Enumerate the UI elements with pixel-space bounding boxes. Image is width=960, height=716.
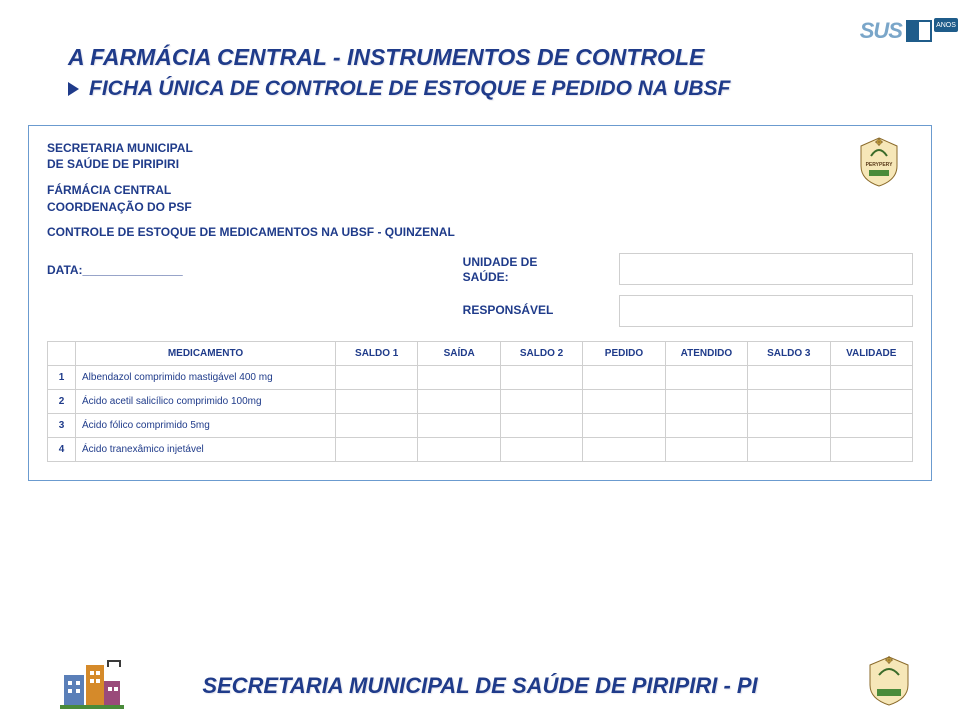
- responsavel-input[interactable]: [619, 295, 913, 327]
- cell-saldo3[interactable]: [748, 365, 830, 389]
- cell-saldo2[interactable]: [500, 389, 582, 413]
- cell-saldo3[interactable]: [748, 437, 830, 461]
- cell-atendido[interactable]: [665, 413, 747, 437]
- buildings-icon: [58, 657, 130, 716]
- col-atendido: ATENDIDO: [665, 341, 747, 365]
- arrow-right-icon: [68, 82, 79, 96]
- farmacia-block: FÁRMÁCIA CENTRAL COORDENAÇÃO DO PSF: [47, 182, 913, 214]
- document-box: PERYPERY SECRETARIA MUNICIPAL DE SAÚDE D…: [28, 125, 932, 481]
- page-subtitle: FICHA ÚNICA DE CONTROLE DE ESTOQUE E PED…: [89, 77, 730, 101]
- secretaria-line-2: DE SAÚDE DE PIRIPIRI: [47, 156, 913, 172]
- cell-saida[interactable]: [418, 365, 500, 389]
- col-saida: SAÍDA: [418, 341, 500, 365]
- table-header-row: MEDICAMENTO SALDO 1 SAÍDA SALDO 2 PEDIDO…: [48, 341, 913, 365]
- medicamento-table: MEDICAMENTO SALDO 1 SAÍDA SALDO 2 PEDIDO…: [47, 341, 913, 462]
- farmacia-line-1: FÁRMÁCIA CENTRAL: [47, 182, 913, 198]
- table-row: 3 Ácido fólico comprimido 5mg: [48, 413, 913, 437]
- cell-saida[interactable]: [418, 437, 500, 461]
- cell-pedido[interactable]: [583, 389, 665, 413]
- responsavel-label: RESPONSÁVEL: [463, 295, 619, 327]
- cell-saldo1[interactable]: [336, 365, 418, 389]
- municipal-crest-icon: PERYPERY: [855, 136, 903, 193]
- farmacia-line-2: COORDENAÇÃO DO PSF: [47, 199, 913, 215]
- sus-logo: SUS ANOS: [860, 18, 932, 44]
- cell-saldo3[interactable]: [748, 389, 830, 413]
- subtitle-row: FICHA ÚNICA DE CONTROLE DE ESTOQUE E PED…: [68, 77, 932, 101]
- cell-pedido[interactable]: [583, 413, 665, 437]
- secretaria-line-1: SECRETARIA MUNICIPAL: [47, 140, 913, 156]
- sus-text: SUS: [860, 18, 902, 44]
- cell-saldo3[interactable]: [748, 413, 830, 437]
- cell-validade[interactable]: [830, 413, 912, 437]
- col-idx: [48, 341, 76, 365]
- col-medicamento: MEDICAMENTO: [76, 341, 336, 365]
- unidade-input[interactable]: [619, 253, 913, 285]
- cell-atendido[interactable]: [665, 365, 747, 389]
- svg-text:PERYPERY: PERYPERY: [866, 162, 894, 168]
- cell-validade[interactable]: [830, 365, 912, 389]
- unidade-line-2: SAÚDE:: [463, 270, 619, 285]
- med-name: Ácido acetil salicílico comprimido 100mg: [76, 389, 336, 413]
- cell-saldo2[interactable]: [500, 437, 582, 461]
- row-index: 2: [48, 389, 76, 413]
- cell-saldo1[interactable]: [336, 437, 418, 461]
- cell-saida[interactable]: [418, 389, 500, 413]
- cell-atendido[interactable]: [665, 389, 747, 413]
- med-name: Albendazol comprimido mastigável 400 mg: [76, 365, 336, 389]
- footer-text: SECRETARIA MUNICIPAL DE SAÚDE DE PIRIPIR…: [202, 673, 757, 699]
- footer: SECRETARIA MUNICIPAL DE SAÚDE DE PIRIPIR…: [0, 656, 960, 716]
- section-title: CONTROLE DE ESTOQUE DE MEDICAMENTOS NA U…: [47, 225, 913, 239]
- page-title: A FARMÁCIA CENTRAL - INSTRUMENTOS DE CON…: [68, 44, 932, 71]
- cell-saldo1[interactable]: [336, 413, 418, 437]
- cell-pedido[interactable]: [583, 437, 665, 461]
- row-index: 1: [48, 365, 76, 389]
- spacer: [47, 295, 463, 327]
- col-saldo3: SALDO 3: [748, 341, 830, 365]
- sus-anos-badge: ANOS: [934, 18, 958, 32]
- unidade-line-1: UNIDADE DE: [463, 255, 619, 270]
- col-saldo1: SALDO 1: [336, 341, 418, 365]
- page: SUS ANOS A FARMÁCIA CENTRAL - INSTRUMENT…: [0, 0, 960, 716]
- data-label: DATA:_______________: [47, 253, 463, 285]
- cell-saida[interactable]: [418, 413, 500, 437]
- col-pedido: PEDIDO: [583, 341, 665, 365]
- table-row: 1 Albendazol comprimido mastigável 400 m…: [48, 365, 913, 389]
- cell-saldo2[interactable]: [500, 413, 582, 437]
- cell-saldo1[interactable]: [336, 389, 418, 413]
- row-index: 3: [48, 413, 76, 437]
- med-name: Ácido fólico comprimido 5mg: [76, 413, 336, 437]
- table-row: 2 Ácido acetil salicílico comprimido 100…: [48, 389, 913, 413]
- cell-atendido[interactable]: [665, 437, 747, 461]
- col-validade: VALIDADE: [830, 341, 912, 365]
- row-index: 4: [48, 437, 76, 461]
- med-name: Ácido tranexâmico injetável: [76, 437, 336, 461]
- cell-pedido[interactable]: [583, 365, 665, 389]
- cell-validade[interactable]: [830, 389, 912, 413]
- cell-validade[interactable]: [830, 437, 912, 461]
- responsavel-row: RESPONSÁVEL: [47, 295, 913, 327]
- secretaria-block: SECRETARIA MUNICIPAL DE SAÚDE DE PIRIPIR…: [47, 140, 913, 172]
- footer-crest-icon: [862, 653, 916, 714]
- cell-saldo2[interactable]: [500, 365, 582, 389]
- table-row: 4 Ácido tranexâmico injetável: [48, 437, 913, 461]
- col-saldo2: SALDO 2: [500, 341, 582, 365]
- unidade-label: UNIDADE DE SAÚDE:: [463, 253, 619, 285]
- data-unidade-row: DATA:_______________ UNIDADE DE SAÚDE:: [47, 253, 913, 285]
- sus-20-icon: ANOS: [906, 20, 932, 42]
